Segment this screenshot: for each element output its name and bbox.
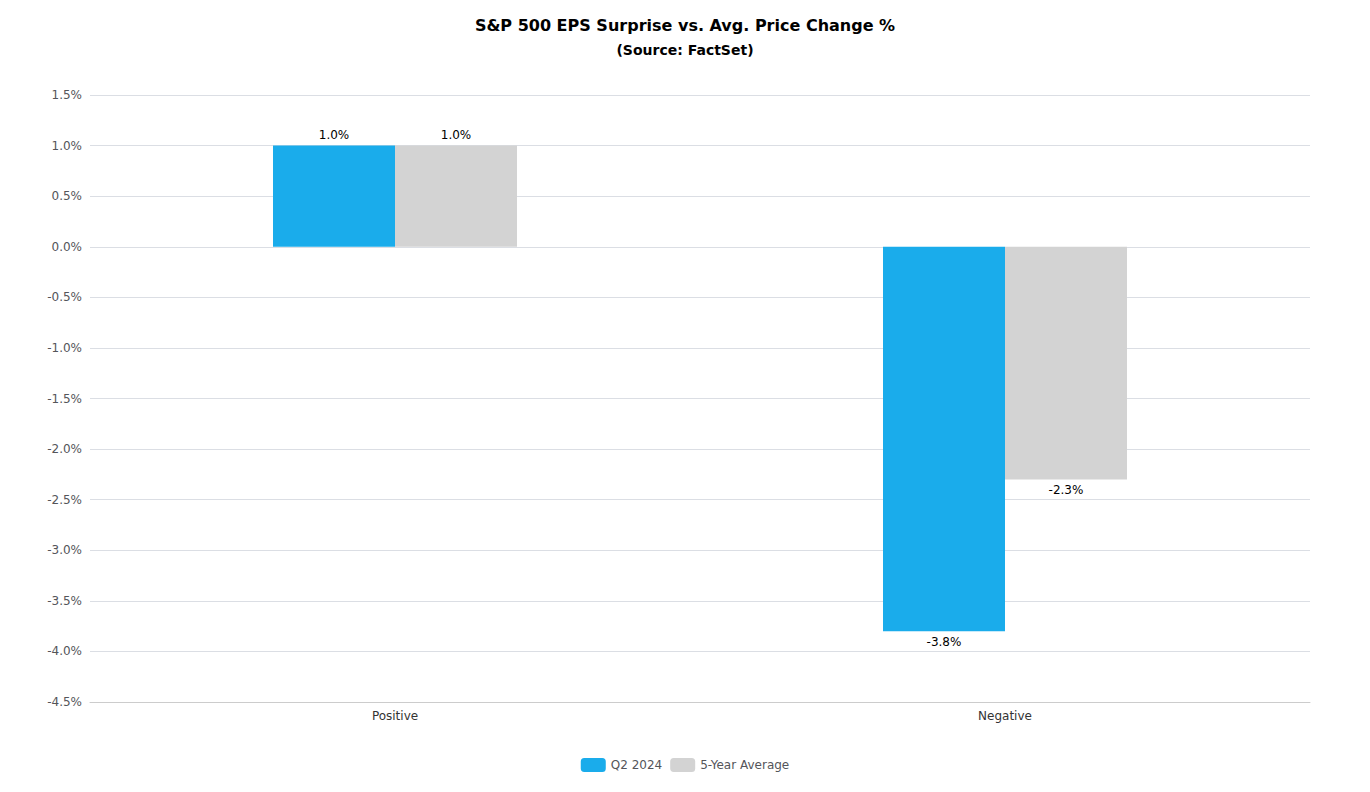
svg-text:1.0%: 1.0% <box>52 139 83 153</box>
svg-text:5-Year Average: 5-Year Average <box>700 758 789 772</box>
svg-text:-1.5%: -1.5% <box>47 392 82 406</box>
svg-text:-3.8%: -3.8% <box>927 635 962 649</box>
svg-text:-2.0%: -2.0% <box>47 442 82 456</box>
svg-text:-3.0%: -3.0% <box>47 543 82 557</box>
svg-text:-4.5%: -4.5% <box>47 695 82 709</box>
svg-text:1.0%: 1.0% <box>319 128 350 142</box>
svg-text:Q2 2024: Q2 2024 <box>611 758 662 772</box>
svg-text:1.5%: 1.5% <box>52 88 83 102</box>
svg-text:-0.5%: -0.5% <box>47 290 82 304</box>
svg-text:-3.5%: -3.5% <box>47 594 82 608</box>
svg-text:0.0%: 0.0% <box>52 240 83 254</box>
svg-text:Positive: Positive <box>372 709 418 723</box>
svg-text:-2.3%: -2.3% <box>1049 483 1084 497</box>
svg-text:S&P 500 EPS Surprise vs. Avg.: S&P 500 EPS Surprise vs. Avg. Price Chan… <box>475 16 895 35</box>
svg-text:-1.0%: -1.0% <box>47 341 82 355</box>
svg-text:1.0%: 1.0% <box>441 128 472 142</box>
svg-text:Negative: Negative <box>978 709 1032 723</box>
svg-text:-2.5%: -2.5% <box>47 493 82 507</box>
svg-text:-4.0%: -4.0% <box>47 644 82 658</box>
svg-text:(Source: FactSet): (Source: FactSet) <box>616 42 753 58</box>
svg-text:0.5%: 0.5% <box>52 189 83 203</box>
